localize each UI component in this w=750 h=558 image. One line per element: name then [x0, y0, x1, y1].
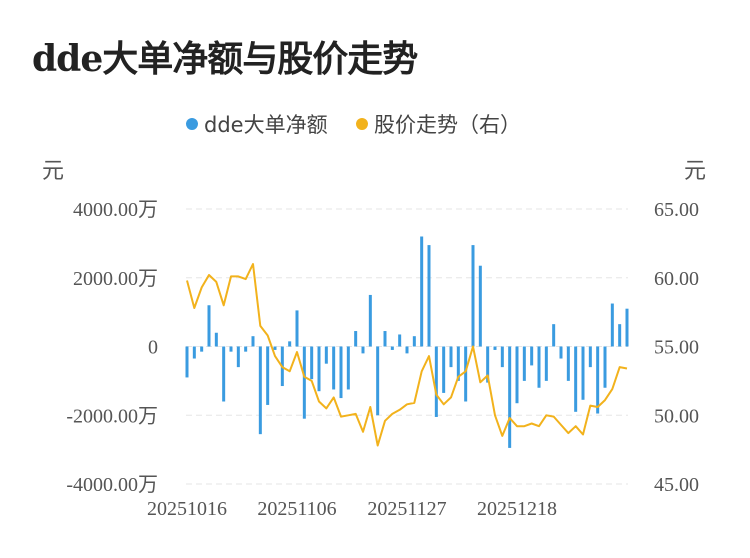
dde-bar: [603, 346, 607, 388]
dde-bar: [625, 308, 629, 347]
dde-bar: [427, 245, 431, 347]
dde-bar: [559, 346, 563, 359]
dde-bars: [185, 236, 629, 448]
dde-bar: [236, 346, 240, 368]
dde-bar: [456, 346, 460, 381]
y-right-tick-label: 45.00: [654, 474, 699, 496]
y-left-tick-label: -4000.00万: [66, 474, 158, 496]
x-tick-label: 20251016: [147, 498, 227, 520]
legend-label-dde[interactable]: dde大单净额: [204, 113, 328, 137]
dde-bar: [486, 346, 490, 383]
dde-bar: [588, 346, 592, 368]
dde-bar: [471, 245, 475, 347]
dde-bar: [405, 346, 409, 354]
dde-bar: [361, 346, 365, 354]
dde-bar: [295, 310, 299, 347]
dde-bar: [596, 346, 600, 414]
dde-bar: [200, 346, 204, 352]
y-right-unit: 元: [684, 159, 706, 184]
dde-bar: [434, 346, 438, 417]
y-left-tick-label: -2000.00万: [66, 405, 158, 427]
dde-bar: [332, 346, 336, 390]
dde-bar: [610, 303, 614, 347]
price-line: [186, 263, 628, 447]
dde-bar: [500, 346, 504, 368]
dde-bar: [354, 331, 358, 347]
dde-bar: [222, 346, 226, 402]
dde-bar: [420, 236, 424, 347]
legend-marker-dde: [186, 118, 198, 130]
dde-bar: [288, 341, 292, 347]
dde-bar: [368, 294, 372, 347]
y-right-axis: 65.00 60.00 55.00 50.00 45.00: [654, 199, 699, 496]
dde-bar: [251, 336, 255, 347]
dde-bar: [537, 346, 541, 388]
dde-bar: [376, 346, 380, 416]
y-left-axis: 4000.00万 2000.00万 0 -2000.00万 -4000.00万: [66, 199, 158, 496]
legend[interactable]: dde大单净额 股价走势（右）: [186, 113, 521, 137]
dde-bar: [324, 346, 328, 364]
dde-bar: [244, 346, 248, 352]
dde-bar: [390, 346, 394, 350]
dde-bar: [522, 346, 526, 381]
dde-bar: [383, 331, 387, 347]
x-tick-label: 20251218: [477, 498, 557, 520]
dde-bar: [229, 346, 233, 352]
y-right-tick-label: 60.00: [654, 268, 699, 290]
dde-bar: [192, 346, 196, 359]
dde-bar: [346, 346, 350, 390]
chart-title: dde大单净额与股价走势: [32, 38, 418, 80]
x-axis: 20251016 20251106 20251127 20251218: [147, 498, 557, 520]
dde-bar: [515, 346, 519, 404]
dde-bar: [508, 346, 512, 448]
dde-bar: [449, 346, 453, 368]
x-tick-label: 20251127: [367, 498, 446, 520]
dde-bar: [493, 346, 497, 350]
dde-bar: [478, 265, 482, 347]
dde-bar: [442, 346, 446, 393]
dde-bar: [258, 346, 262, 435]
dde-bar: [566, 346, 570, 381]
dde-bar: [302, 346, 306, 419]
y-left-tick-label: 2000.00万: [73, 268, 158, 290]
dde-bar: [339, 346, 343, 399]
dde-bar: [214, 332, 218, 347]
price-line-series: [186, 263, 628, 447]
dde-bar: [317, 346, 321, 392]
x-tick-label: 20251106: [257, 498, 336, 520]
dde-bar: [552, 324, 556, 347]
y-right-tick-label: 65.00: [654, 199, 699, 221]
dde-bar: [266, 346, 270, 405]
dde-bar: [544, 346, 548, 381]
legend-label-price[interactable]: 股价走势（右）: [374, 113, 521, 137]
dde-bar: [310, 346, 314, 380]
dde-bar: [464, 346, 468, 402]
dde-bar: [574, 346, 578, 412]
dde-bar: [618, 324, 622, 347]
dde-bar: [581, 346, 585, 400]
dde-bar: [207, 305, 211, 347]
dde-bar: [398, 334, 402, 347]
dde-bar: [530, 346, 534, 366]
y-right-tick-label: 50.00: [654, 405, 699, 427]
y-right-tick-label: 55.00: [654, 337, 699, 359]
dde-bar: [412, 336, 416, 347]
legend-marker-price: [356, 118, 368, 130]
y-left-tick-label: 4000.00万: [73, 199, 158, 221]
y-left-tick-label: 0: [148, 337, 158, 359]
dde-bar: [273, 346, 277, 350]
dde-bar: [185, 346, 189, 378]
y-left-unit: 元: [42, 159, 64, 184]
